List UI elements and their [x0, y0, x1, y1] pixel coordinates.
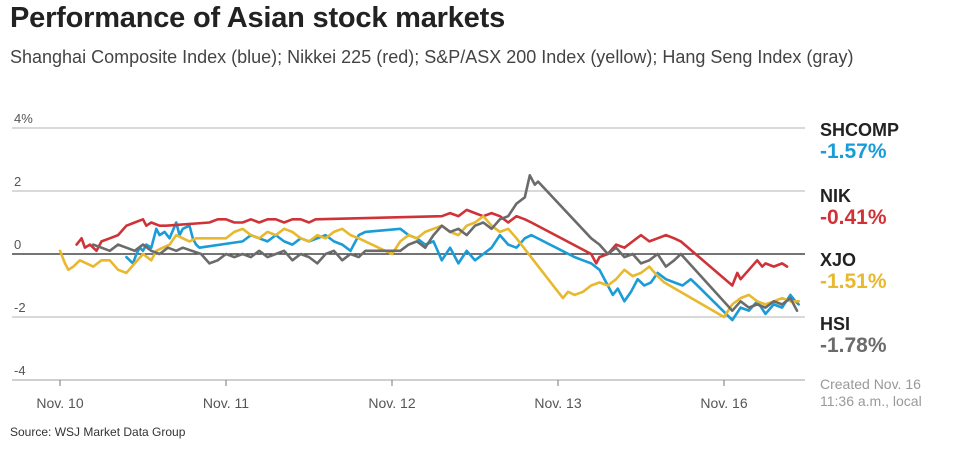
legend-code: HSI	[820, 314, 851, 334]
x-tick-label: Nov. 13	[534, 395, 581, 411]
legend-code: NIK	[820, 186, 851, 206]
created-timestamp: Created Nov. 16 11:36 a.m., local	[820, 376, 922, 409]
x-axis: Nov. 10 Nov. 11 Nov. 12 Nov. 13 Nov. 16	[12, 379, 805, 411]
legend-item-nik: NIK -0.41%	[820, 186, 887, 230]
y-tick-label: -4	[14, 363, 26, 378]
y-tick-label: 0	[14, 237, 21, 252]
y-tick-label: 4%	[14, 111, 33, 126]
chart-title: Performance of Asian stock markets	[10, 2, 505, 34]
legend-change: -1.51%	[820, 270, 887, 293]
series-line-xjo	[58, 214, 800, 319]
legend-change: -0.41%	[820, 206, 887, 229]
legend-item-xjo: XJO -1.51%	[820, 250, 887, 294]
legend-item-shcomp: SHCOMP -1.57%	[820, 120, 899, 164]
chart-subtitle: Shanghai Composite Index (blue); Nikkei …	[10, 47, 854, 67]
grid-lines	[12, 127, 805, 381]
series-line-hsi	[91, 174, 799, 312]
legend-change: -1.57%	[820, 140, 887, 163]
legend-code: SHCOMP	[820, 120, 900, 140]
x-tick-label: Nov. 11	[203, 395, 249, 411]
x-tick-label: Nov. 10	[36, 395, 83, 411]
y-tick-label: -2	[14, 300, 26, 315]
series-line-nik	[75, 208, 789, 287]
y-axis-labels: 4% 2 0 -2 -4	[14, 111, 33, 378]
series-line-shcomp	[125, 221, 800, 322]
x-tick-label: Nov. 12	[368, 395, 415, 411]
legend-change: -1.78%	[820, 334, 887, 357]
y-tick-label: 2	[14, 174, 21, 189]
series-lines	[58, 174, 800, 322]
legend-code: XJO	[820, 250, 857, 270]
source-note: Source: WSJ Market Data Group	[10, 425, 186, 439]
legend-item-hsi: HSI -1.78%	[820, 314, 887, 358]
x-tick-label: Nov. 16	[700, 395, 747, 411]
